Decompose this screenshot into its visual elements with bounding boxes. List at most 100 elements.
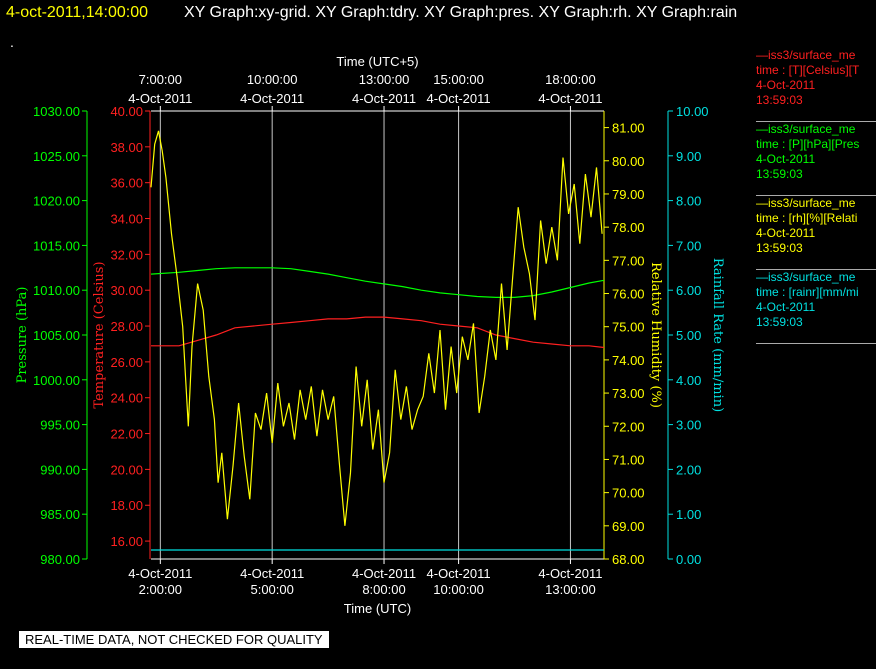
temperature-tick-label: 18.00 <box>110 498 143 513</box>
humidity-tick-label: 81.00 <box>612 121 645 136</box>
humidity-tick-label: 79.00 <box>612 187 645 202</box>
humidity-tick-label: 71.00 <box>612 452 645 467</box>
bottom-tick-time: 10:00:00 <box>433 582 484 597</box>
rain-tick-label: 2.00 <box>676 462 701 477</box>
humidity-tick-label: 68.00 <box>612 552 645 567</box>
legend-time: 13:59:03 <box>756 93 803 107</box>
pressure-tick-label: 1000.00 <box>33 373 80 388</box>
pressure-tick-label: 985.00 <box>40 507 80 522</box>
legend-var: time : [rh][%][Relati <box>756 211 858 225</box>
humidity-tick-label: 70.00 <box>612 486 645 501</box>
bottom-tick-date: 4-Oct-2011 <box>352 566 416 581</box>
bottom-tick-date: 4-Oct-2011 <box>240 566 304 581</box>
temperature-tick-label: 38.00 <box>110 140 143 155</box>
rain-tick-label: 7.00 <box>676 238 701 253</box>
top-tick-date: 4-Oct-2011 <box>427 91 491 106</box>
temperature-tick-label: 30.00 <box>110 283 143 298</box>
legend-entry: —iss3/surface_me time : [T][Celsius][T 4-O… <box>756 48 876 122</box>
x-axis-label-bottom: Time (UTC) <box>344 601 411 616</box>
rain-axis-label: Rainfall Rate (mm/min) <box>710 258 725 412</box>
temperature-tick-label: 16.00 <box>110 534 143 549</box>
bottom-tick-time: 13:00:00 <box>545 582 596 597</box>
legend-name: —iss3/surface_me <box>756 122 856 136</box>
bottom-tick-time: 2:00:00 <box>139 582 182 597</box>
header-dot: . <box>10 34 14 50</box>
pressure-tick-label: 1010.00 <box>33 283 80 298</box>
temperature-tick-label: 26.00 <box>110 355 143 370</box>
legend-date: 4-Oct-2011 <box>756 300 816 314</box>
legend-var: time : [P][hPa][Pres <box>756 137 860 151</box>
bottom-tick-time: 5:00:00 <box>250 582 293 597</box>
legend-name: —iss3/surface_me <box>756 48 856 62</box>
temperature-tick-label: 34.00 <box>110 212 143 227</box>
temperature-tick-label: 40.00 <box>110 104 143 119</box>
legend-entry: —iss3/surface_me time : [rh][%][Relati 4-O… <box>756 196 876 270</box>
humidity-tick-label: 69.00 <box>612 519 645 534</box>
header-date-time: 4-oct-2011,14:00:00 <box>6 4 149 21</box>
rain-tick-label: 1.00 <box>676 507 701 522</box>
rain-tick-label: 8.00 <box>676 194 701 209</box>
top-tick-date: 4-Oct-2011 <box>352 91 416 106</box>
legend-date: 4-Oct-2011 <box>756 152 816 166</box>
pressure-tick-label: 1030.00 <box>33 104 80 119</box>
legend: —iss3/surface_me time : [T][Celsius][T 4-O… <box>756 48 876 344</box>
legend-name: —iss3/surface_me <box>756 270 856 284</box>
humidity-tick-label: 80.00 <box>612 154 645 169</box>
rain-tick-label: 6.00 <box>676 283 701 298</box>
legend-var: time : [T][Celsius][T <box>756 63 860 77</box>
bottom-tick-date: 4-Oct-2011 <box>538 566 602 581</box>
temperature-tick-label: 32.00 <box>110 247 143 262</box>
legend-time: 13:59:03 <box>756 241 803 255</box>
pressure-tick-label: 990.00 <box>40 462 80 477</box>
temperature-tick-label: 22.00 <box>110 427 143 442</box>
humidity-tick-label: 74.00 <box>612 353 645 368</box>
humidity-axis-label: Relative Humidity (%) <box>648 262 663 408</box>
top-tick-time: 18:00:00 <box>545 72 596 87</box>
rain-tick-label: 3.00 <box>676 418 701 433</box>
pressure-tick-label: 1005.00 <box>33 328 80 343</box>
bottom-tick-date: 4-Oct-2011 <box>427 566 491 581</box>
humidity-tick-label: 77.00 <box>612 253 645 268</box>
top-tick-time: 7:00:00 <box>139 72 182 87</box>
quality-banner: REAL-TIME DATA, NOT CHECKED FOR QUALITY <box>19 631 329 648</box>
legend-name: —iss3/surface_me <box>756 196 856 210</box>
header: 4-oct-2011,14:00:00 XY Graph:xy-grid. XY… <box>0 2 876 26</box>
legend-entry: —iss3/surface_me time : [rainr][mm/mi 4-Oc… <box>756 270 876 344</box>
x-axis-label-top: Time (UTC+5) <box>336 54 418 69</box>
humidity-tick-label: 76.00 <box>612 287 645 302</box>
rain-tick-label: 10.00 <box>676 104 709 119</box>
series-line-rh <box>150 130 603 526</box>
pressure-tick-label: 1015.00 <box>33 238 80 253</box>
series-line-P <box>150 267 605 298</box>
legend-time: 13:59:03 <box>756 315 803 329</box>
top-tick-date: 4-Oct-2011 <box>128 91 192 106</box>
temperature-tick-label: 36.00 <box>110 176 143 191</box>
legend-date: 4-Oct-2011 <box>756 226 816 240</box>
top-tick-time: 13:00:00 <box>359 72 410 87</box>
series-line-T <box>151 316 605 349</box>
pressure-tick-label: 1020.00 <box>33 194 80 209</box>
rain-tick-label: 4.00 <box>676 373 701 388</box>
rain-tick-label: 9.00 <box>676 149 701 164</box>
humidity-tick-label: 78.00 <box>612 220 645 235</box>
top-tick-time: 15:00:00 <box>433 72 484 87</box>
top-tick-date: 4-Oct-2011 <box>538 91 602 106</box>
temperature-tick-label: 24.00 <box>110 391 143 406</box>
bottom-tick-time: 8:00:00 <box>362 582 405 597</box>
legend-time: 13:59:03 <box>756 167 803 181</box>
pressure-tick-label: 1025.00 <box>33 149 80 164</box>
pressure-axis-label: Pressure (hPa) <box>15 287 30 384</box>
pressure-tick-label: 980.00 <box>40 552 80 567</box>
temperature-tick-label: 28.00 <box>110 319 143 334</box>
temperature-axis-label: Temperature (Celsius) <box>92 261 107 408</box>
temperature-tick-label: 20.00 <box>110 462 143 477</box>
humidity-tick-label: 75.00 <box>612 320 645 335</box>
legend-var: time : [rainr][mm/mi <box>756 285 859 299</box>
pressure-tick-label: 995.00 <box>40 418 80 433</box>
legend-entry: —iss3/surface_me time : [P][hPa][Pres 4-Oc… <box>756 122 876 196</box>
humidity-tick-label: 72.00 <box>612 419 645 434</box>
top-tick-time: 10:00:00 <box>247 72 298 87</box>
humidity-tick-label: 73.00 <box>612 386 645 401</box>
rain-tick-label: 0.00 <box>676 552 701 567</box>
header-graph-titles: XY Graph:xy-grid. XY Graph:tdry. XY Grap… <box>184 4 738 21</box>
